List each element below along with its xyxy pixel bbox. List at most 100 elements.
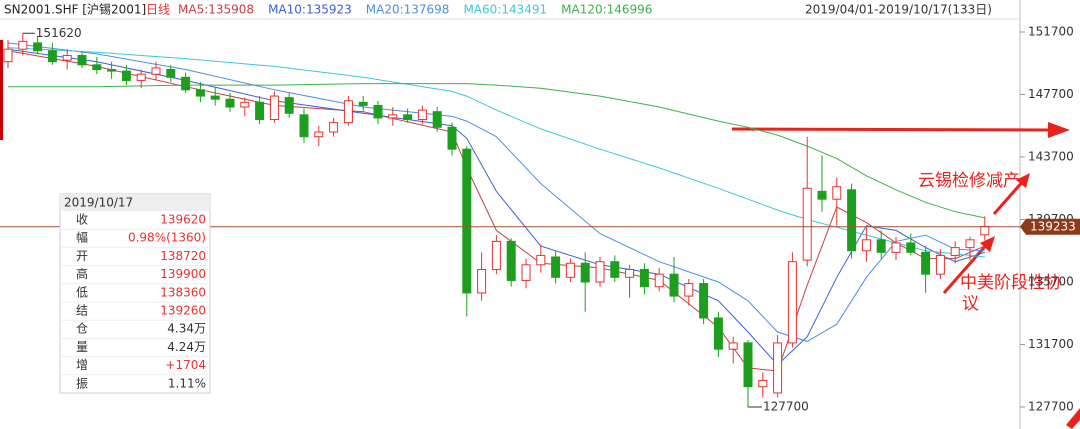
arrow: [992, 179, 1026, 215]
candle-body: [773, 342, 783, 394]
candle-body: [136, 73, 146, 81]
candle-body: [521, 264, 531, 281]
ma-line: [7, 42, 985, 342]
candle-body: [358, 101, 368, 106]
period: 日线: [146, 3, 170, 17]
candle-body: [610, 261, 620, 278]
info-value: 139620: [160, 213, 206, 227]
candle-body: [299, 114, 309, 138]
y-tick-label: 147700: [1028, 87, 1074, 101]
info-label: 收: [76, 213, 88, 227]
candle-body: [121, 70, 131, 81]
candle-body: [921, 251, 931, 275]
candle-body: [787, 261, 797, 344]
info-label: 增: [76, 358, 88, 372]
candle-body: [373, 104, 383, 119]
candle-body: [33, 42, 43, 52]
candle-body: [728, 342, 738, 350]
candle-body: [802, 187, 812, 261]
candle-body: [240, 101, 250, 108]
candle-body: [847, 189, 857, 252]
candle-body: [980, 225, 990, 236]
ma-label: MA10:135923: [268, 3, 352, 17]
candle-body: [876, 239, 886, 253]
arrow: [942, 242, 990, 294]
candle-body: [595, 261, 605, 283]
candle-body: [758, 379, 768, 388]
candle-body: [343, 100, 353, 124]
candle-body: [506, 240, 516, 281]
annotation: 议: [962, 294, 979, 314]
candle-body: [684, 283, 694, 297]
y-tick-label: 127700: [1028, 400, 1074, 414]
candle-body: [77, 54, 87, 66]
candle-body: [432, 111, 442, 128]
info-label: 结: [76, 304, 88, 318]
candle-body: [625, 269, 635, 278]
candle-body: [580, 262, 590, 283]
info-value: 4.24万: [167, 340, 206, 354]
info-value: 138360: [160, 285, 206, 299]
candle-body: [151, 67, 161, 75]
candle-body: [269, 95, 279, 120]
ma-label: MA5:135908: [178, 3, 254, 17]
plot: [0, 31, 1025, 408]
candle-body: [92, 64, 102, 70]
annotation: 云锡检修减产: [918, 171, 1020, 191]
candle-body: [491, 240, 501, 270]
info-value: +1704: [165, 358, 206, 372]
y-tick-label: 143700: [1028, 150, 1074, 164]
annotation: 中美阶段性协: [960, 273, 1062, 293]
candle-body: [47, 50, 57, 63]
candle-body: [255, 101, 265, 120]
candle-body: [965, 239, 975, 249]
info-label: 开: [76, 249, 88, 263]
candle-body: [551, 256, 561, 278]
candle-body: [861, 239, 871, 252]
high-marker: 151620: [36, 26, 82, 40]
arrows: [731, 122, 1080, 429]
symbol: SN2001.SHF [沪锡2001]: [4, 2, 146, 17]
candle-body: [329, 122, 339, 133]
ma-label: MA120:146996: [561, 3, 652, 17]
candle-body: [18, 40, 28, 50]
candle-body: [284, 97, 294, 114]
price-tag-label: 139233: [1030, 219, 1076, 233]
ma-label: MA20:137698: [366, 3, 450, 17]
info-box: 2019/10/17 收 139620 幅 0.98%(1360) 开 138720 高 13…: [59, 193, 211, 394]
info-label: 量: [76, 340, 88, 354]
info-label: 低: [76, 285, 88, 299]
candle-body: [669, 273, 679, 297]
candle-body: [225, 98, 235, 108]
info-label: 仓: [76, 322, 88, 336]
info-label: 高: [76, 266, 88, 281]
candle-body: [891, 242, 901, 253]
candle-body: [62, 54, 72, 61]
range: 2019/04/01-2019/10/17(133日): [805, 3, 992, 17]
price-tag: [1020, 218, 1080, 235]
y-tick-label: 151700: [1028, 25, 1074, 39]
y-tick-label: 131700: [1028, 337, 1074, 351]
candle-body: [166, 69, 176, 78]
candle-body: [107, 69, 117, 72]
info-value: 139900: [160, 267, 206, 281]
candle-body: [195, 89, 205, 97]
candle-body: [639, 269, 649, 288]
candle-body: [314, 131, 324, 138]
ma-line: [7, 47, 985, 258]
info-date: 2019/10/17: [64, 196, 133, 210]
candle-body: [536, 254, 546, 266]
candle-body: [935, 254, 945, 275]
candle-body: [388, 114, 398, 119]
info-value: 138720: [160, 249, 206, 263]
candle-body: [3, 48, 13, 63]
arrow-head: [1048, 122, 1070, 138]
info-value: 4.34万: [167, 322, 206, 336]
candle-body: [817, 190, 827, 200]
ma-label: MA60:143491: [463, 3, 547, 17]
candle-body: [743, 342, 753, 388]
candle-body: [832, 186, 842, 200]
candle-body: [654, 273, 664, 288]
arrow-head: [1016, 173, 1030, 188]
info-value: 0.98%(1360): [128, 231, 206, 245]
